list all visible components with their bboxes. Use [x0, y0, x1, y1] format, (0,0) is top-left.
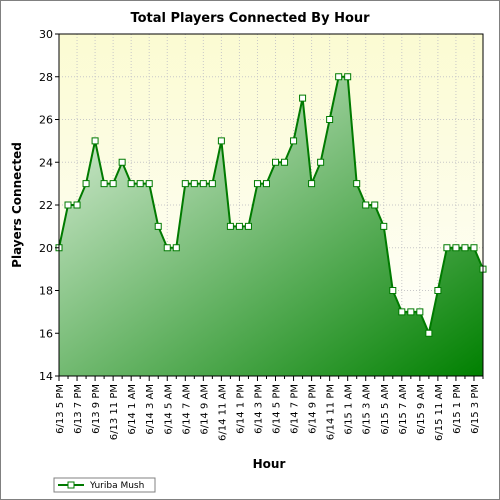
data-point	[109, 180, 117, 188]
x-axis: 6/13 5 PM 6/13 7 PM 6/13 9 PM 6/13 11 PM 6/1…	[55, 376, 484, 441]
x-tick-label: 6/14 7 PM	[290, 384, 301, 434]
x-tick-label: 6/14 3 PM	[253, 384, 264, 434]
x-tick-label: 6/14 9 PM	[308, 384, 319, 434]
data-point	[380, 222, 388, 230]
x-tick-label: 6/13 11 PM	[109, 384, 120, 440]
data-point	[118, 158, 126, 166]
x-tick-label: 6/13 7 PM	[73, 384, 84, 434]
data-point	[434, 287, 442, 294]
data-point	[416, 308, 424, 316]
data-point	[127, 180, 135, 188]
data-point	[272, 158, 280, 166]
data-point	[353, 180, 361, 188]
x-tick-label: 6/15 1 PM	[452, 384, 463, 434]
data-point	[290, 137, 298, 145]
x-tick-label: 6/15 7 AM	[398, 384, 409, 435]
x-tick-label: 6/14 11 PM	[326, 384, 337, 440]
x-tick-label: 6/14 3 AM	[145, 384, 156, 435]
y-tick-label: 22	[39, 199, 53, 212]
x-tick-label: 6/14 9 AM	[199, 384, 210, 435]
data-markers	[55, 73, 487, 337]
data-point	[73, 201, 81, 209]
y-tick-label: 14	[39, 370, 53, 383]
data-point	[407, 308, 415, 316]
data-point	[154, 222, 162, 230]
data-point	[172, 244, 180, 252]
data-point	[181, 180, 189, 188]
data-point	[335, 73, 343, 81]
data-point	[208, 180, 216, 188]
data-point	[308, 180, 316, 188]
data-point	[82, 180, 90, 188]
x-tick-label: 6/15 5 AM	[380, 384, 391, 435]
data-point	[317, 158, 325, 166]
legend-label: Yuriba Mush	[89, 481, 144, 491]
y-tick-label: 28	[39, 71, 53, 84]
data-point	[226, 222, 234, 230]
data-point	[452, 244, 460, 252]
y-tick-label: 20	[39, 242, 53, 255]
data-point	[443, 244, 451, 252]
legend-box	[53, 477, 156, 493]
data-point	[470, 244, 478, 252]
data-point	[253, 180, 261, 188]
data-point	[362, 201, 370, 209]
data-point	[398, 308, 406, 316]
x-tick-label: 6/14 1 PM	[235, 384, 246, 434]
y-tick-label: 18	[39, 285, 53, 298]
x-tick-label: 6/14 5 PM	[272, 384, 283, 434]
x-axis-title: Hour	[253, 457, 286, 471]
y-tick-label: 26	[39, 114, 53, 127]
data-point	[100, 180, 108, 188]
x-tick-label: 6/14 11 AM	[217, 384, 228, 441]
data-point	[190, 180, 198, 188]
data-point	[91, 137, 99, 145]
data-point	[389, 287, 397, 294]
data-point	[326, 116, 334, 123]
data-point	[136, 180, 144, 188]
chart-title: Total Players Connected By Hour	[130, 11, 370, 26]
y-tick-label: 16	[39, 327, 53, 340]
legend-swatch-marker	[67, 481, 75, 489]
data-point	[244, 222, 252, 230]
data-point	[163, 244, 171, 252]
x-tick-label: 6/15 3 PM	[470, 384, 481, 434]
data-point	[64, 201, 72, 209]
y-tick-label: 30	[39, 28, 53, 41]
area-fill	[59, 76, 483, 376]
y-axis-title: Players Connected	[10, 142, 24, 268]
y-axis: 14 16 18 20 22 24 26 28 30	[39, 28, 59, 383]
data-point	[199, 180, 207, 188]
y-tick-label: 24	[39, 156, 53, 169]
x-tick-label: 6/15 9 AM	[416, 384, 427, 435]
x-tick-label: 6/13 5 PM	[55, 384, 66, 434]
x-tick-label: 6/14 1 AM	[127, 384, 138, 435]
data-point	[299, 94, 307, 102]
legend: Yuriba Mush	[53, 477, 156, 493]
data-point	[145, 180, 153, 188]
x-tick-label: 6/14 7 AM	[181, 384, 192, 435]
data-point	[235, 222, 243, 230]
data-point	[461, 244, 469, 252]
data-point	[262, 180, 270, 188]
data-point	[344, 73, 352, 81]
x-tick-label: 6/15 1 AM	[344, 384, 355, 435]
x-tick-label: 6/13 9 PM	[91, 384, 102, 434]
x-tick-label: 6/15 3 AM	[362, 384, 373, 435]
data-point	[371, 201, 379, 209]
x-tick-label: 6/14 5 AM	[163, 384, 174, 435]
data-point	[281, 158, 289, 166]
x-tick-label: 6/15 11 AM	[434, 384, 445, 441]
data-point	[425, 329, 433, 337]
data-point	[217, 137, 225, 145]
